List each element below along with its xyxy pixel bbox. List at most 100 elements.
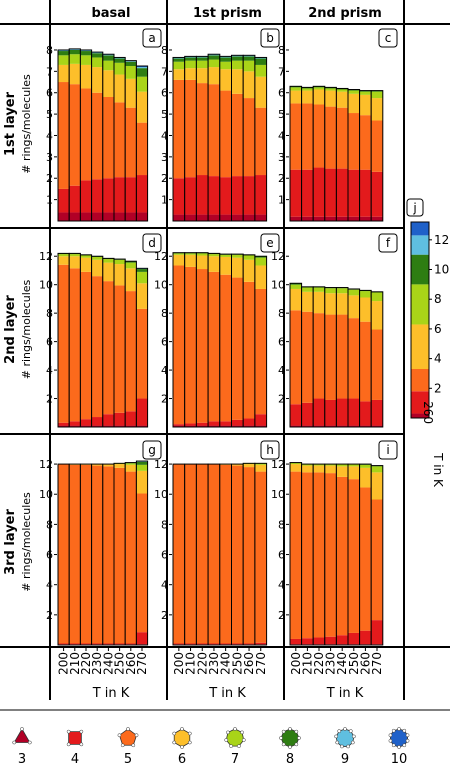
bar-segment-b-7-2 [254, 107, 267, 176]
ring-6-vertex [180, 727, 184, 731]
bar-segment-c-4-3 [336, 91, 348, 108]
y-tick-label-h: 10 [154, 488, 168, 501]
bar-segment-i-6-4 [359, 464, 372, 468]
bar-segment-a-7-1 [136, 175, 148, 213]
bar-segment-a-6-2 [125, 107, 137, 178]
x-axis-label-1: T in K [208, 686, 246, 701]
bar-segment-f-3-0 [324, 425, 337, 427]
y-tick-label-b: 1 [161, 194, 168, 207]
bar-segment-g-3-3 [91, 464, 103, 466]
y-tick-label-h: 2 [161, 609, 168, 622]
y-tick-label-c: 5 [278, 108, 285, 121]
bar-segment-g-5-3 [114, 464, 126, 468]
y-tick-label-g: 8 [46, 518, 53, 531]
bar-segment-e-1-0 [184, 425, 197, 427]
y-tick-label-f: 2 [278, 393, 285, 406]
bar-segment-c-5-3 [348, 93, 360, 114]
panel-c: 1 2 3 4 5 6 7 8 c [278, 28, 398, 222]
bar-segment-e-7-4 [254, 257, 267, 266]
bar-segment-i-6-3 [359, 467, 372, 488]
bar-segment-d-1-0 [69, 425, 81, 427]
bar-segment-e-6-2 [243, 281, 255, 419]
bar-segment-c-4-4 [336, 89, 348, 92]
panel-letter-c: c [385, 31, 392, 45]
bar-outline-f-7 [370, 291, 384, 428]
bar-segment-d-5-1 [114, 412, 126, 426]
column-header-0: basal [91, 6, 130, 21]
bar-segment-i-0-2 [290, 471, 302, 639]
y-tick-label-e: 8 [161, 307, 168, 320]
bar-segment-d-5-4 [114, 259, 126, 265]
y-tick-label-d: 6 [46, 336, 53, 349]
bar-segment-e-6-1 [243, 418, 255, 426]
bar-segment-i-4-2 [336, 476, 348, 636]
bar-segment-d-4-3 [102, 262, 114, 282]
bar-segment-h-2-1 [196, 643, 209, 645]
bar-segment-a-5-5 [114, 58, 126, 63]
bar-segment-a-1-4 [69, 54, 81, 64]
colorbar-band-4 [411, 284, 429, 325]
ring-4-icon [68, 731, 82, 745]
bar-segment-e-3-1 [208, 421, 220, 426]
bar-segment-a-1-1 [69, 185, 81, 213]
bar-segment-c-3-5 [324, 87, 337, 89]
bar-segment-e-5-0 [231, 425, 244, 427]
bar-segment-f-0-0 [290, 425, 302, 427]
bar-segment-c-1-2 [301, 103, 314, 170]
bar-segment-b-1-4 [184, 60, 197, 69]
bar-segment-a-4-6 [102, 54, 114, 56]
bar-segment-e-0-0 [173, 425, 185, 427]
bar-segment-d-5-2 [114, 285, 126, 413]
bar-segment-e-6-3 [243, 259, 255, 282]
ring-8-vertex [279, 736, 283, 740]
bar-segment-a-4-5 [102, 55, 114, 61]
bar-segment-a-0-4 [58, 55, 70, 65]
panel-letter-box-e [260, 233, 280, 253]
x-tick-label-2-3: 230 [324, 652, 338, 675]
bar-segment-g-6-1 [125, 643, 137, 645]
bar-segment-a-3-5 [91, 53, 103, 58]
bar-segment-b-4-5 [219, 57, 232, 62]
bar-segment-g-1-1 [69, 643, 81, 645]
bar-segment-a-7-4 [136, 76, 148, 92]
panel-i: 2 4 6 8 10 12 i [271, 440, 398, 646]
bar-segment-c-2-2 [313, 104, 325, 168]
y-tick-label-a: 8 [46, 44, 53, 57]
bar-segment-f-5-0 [348, 425, 360, 427]
bar-segment-a-4-2 [102, 97, 114, 179]
bar-segment-h-7-4 [254, 463, 267, 465]
bar-segment-h-1-1 [184, 643, 197, 645]
y-tick-label-d: 8 [46, 307, 53, 320]
bar-segment-c-7-3 [371, 98, 383, 121]
legend-label-9: 9 [341, 752, 349, 766]
ring-6-vertex [187, 731, 192, 736]
bar-segment-i-7-2 [371, 499, 383, 621]
bar-segment-e-2-0 [196, 425, 209, 427]
bar-segment-a-1-2 [69, 84, 81, 186]
y-tick-label-a: 7 [46, 65, 53, 78]
bar-segment-c-6-0 [359, 216, 372, 221]
bar-segment-a-2-3 [80, 64, 92, 89]
colorbar-tick-label: 2 [434, 381, 442, 395]
bar-segment-b-6-1 [243, 176, 255, 215]
bar-segment-b-7-1 [254, 175, 267, 215]
bar-segment-c-3-1 [324, 168, 337, 217]
bar-segment-e-6-4 [243, 255, 255, 260]
y-tick-label-a: 6 [46, 87, 53, 100]
y-tick-label-e: 2 [161, 393, 168, 406]
bar-segment-h-5-2 [231, 465, 244, 644]
bar-segment-f-4-4 [336, 288, 348, 294]
bar-segment-d-1-2 [69, 268, 81, 422]
bar-segment-c-6-1 [359, 169, 372, 217]
x-tick-label-1-3: 230 [207, 652, 221, 675]
bar-segment-f-0-4 [290, 284, 302, 289]
bar-segment-g-7-4 [136, 464, 148, 471]
colorbar-band-3 [411, 324, 429, 369]
bar-segment-b-0-1 [173, 178, 185, 215]
colorbar-tick-label: 12 [434, 233, 449, 247]
ring-5-icon [118, 728, 138, 746]
bar-segment-b-2-2 [196, 83, 209, 176]
legend-label-3: 3 [18, 752, 26, 766]
bar-segment-f-1-3 [301, 291, 314, 312]
bar-segment-e-3-2 [208, 271, 220, 422]
